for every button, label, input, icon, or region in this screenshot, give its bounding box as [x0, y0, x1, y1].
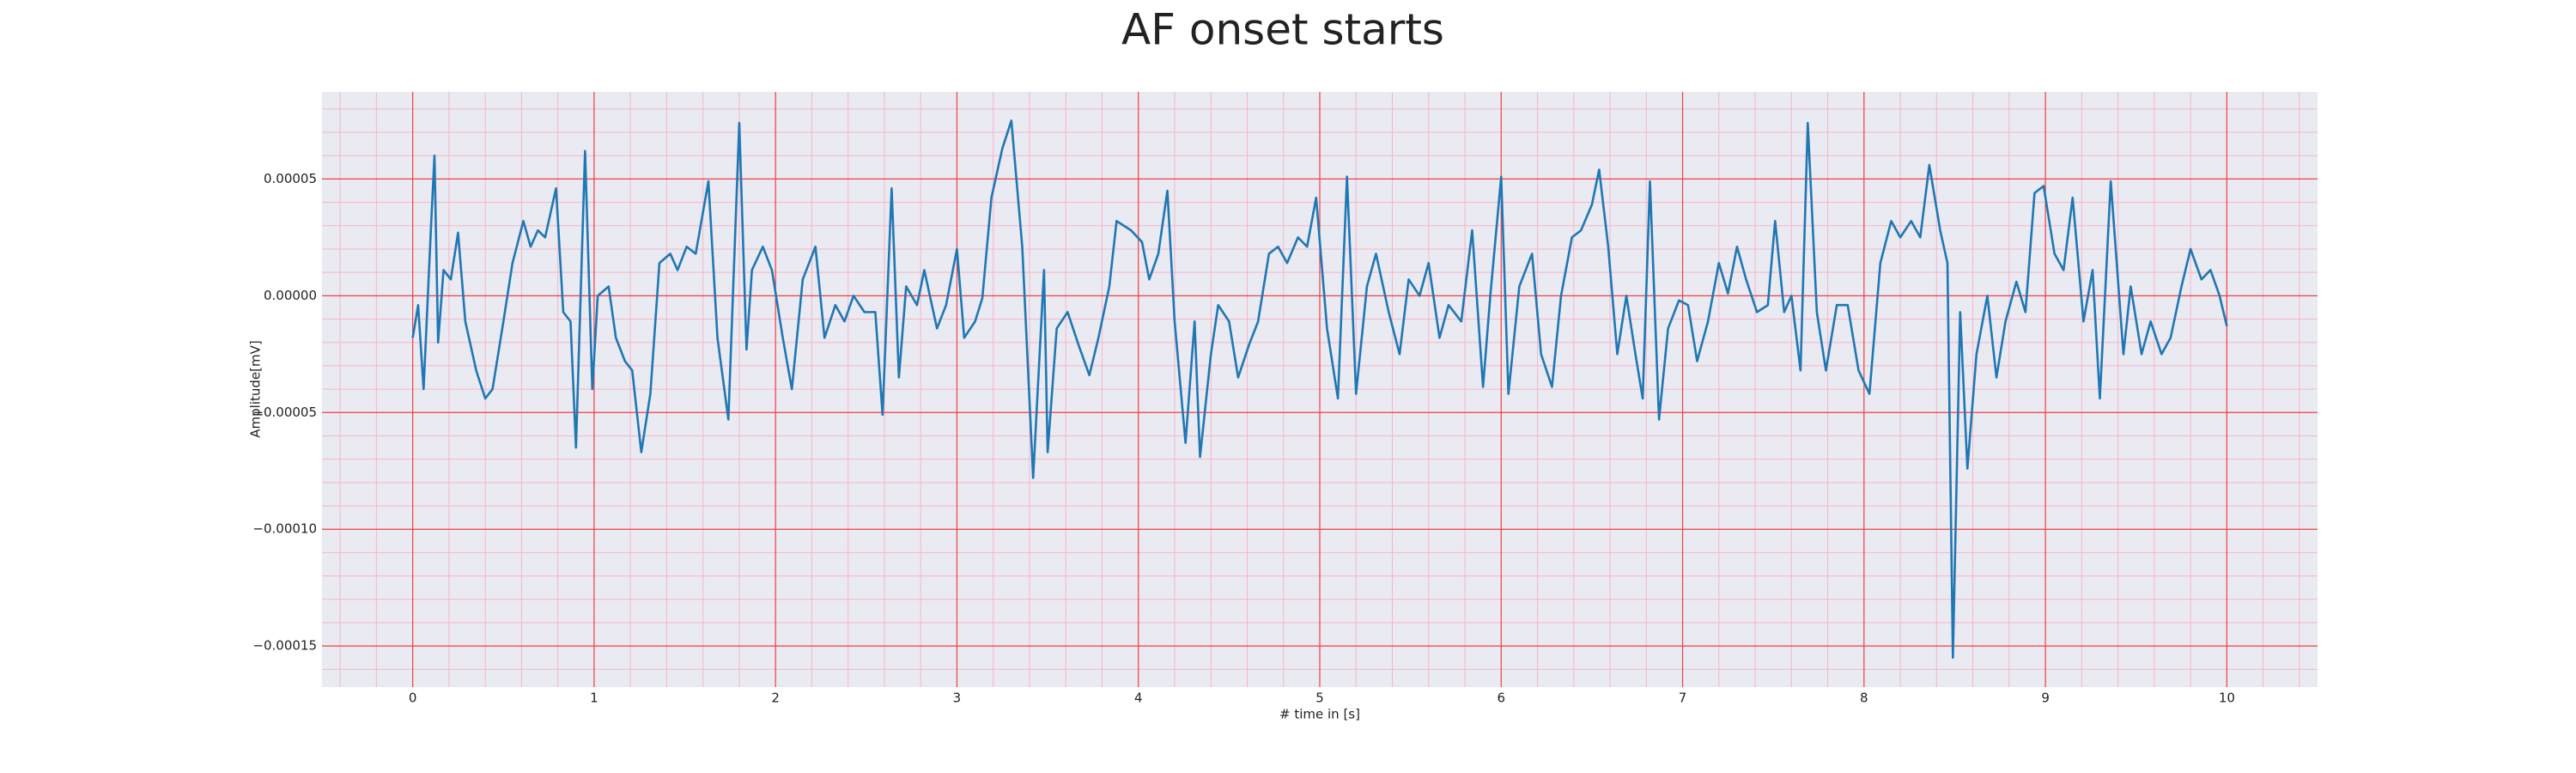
labels: 0 1 2 3 4 5 6 7 8 9 10 −0.00015 −0.00010 −0.00005 0.00… — [252, 171, 2235, 706]
x-tick-label: 9 — [2041, 691, 2050, 706]
x-tick-label: 7 — [1679, 691, 1687, 706]
y-tick-label: −0.00015 — [252, 638, 317, 654]
x-tick-label: 10 — [2219, 691, 2235, 706]
lines — [411, 119, 2228, 660]
data-line — [411, 119, 2228, 660]
x-axis-label: # time in [s] — [1279, 707, 1360, 722]
x-tick-label: 0 — [409, 691, 417, 706]
x-tick-label: 8 — [1860, 691, 1868, 706]
y-tick-label: −0.00005 — [252, 405, 317, 420]
x-tick-label: 4 — [1134, 691, 1143, 706]
x-tick-label: 3 — [953, 691, 962, 706]
major-grid — [322, 92, 2318, 687]
x-tick-label: 6 — [1497, 691, 1505, 706]
y-tick-label: 0.00000 — [264, 288, 317, 303]
x-tick-label: 2 — [771, 691, 780, 706]
x-tick-label: 5 — [1315, 691, 1324, 706]
y-axis-label: Amplitude[mV] — [248, 340, 264, 437]
y-tick-label: 0.00005 — [264, 171, 317, 186]
chart-title: AF onset starts — [1121, 5, 1444, 55]
y-tick-label: −0.00010 — [252, 521, 317, 537]
x-tick-label: 1 — [590, 691, 598, 706]
